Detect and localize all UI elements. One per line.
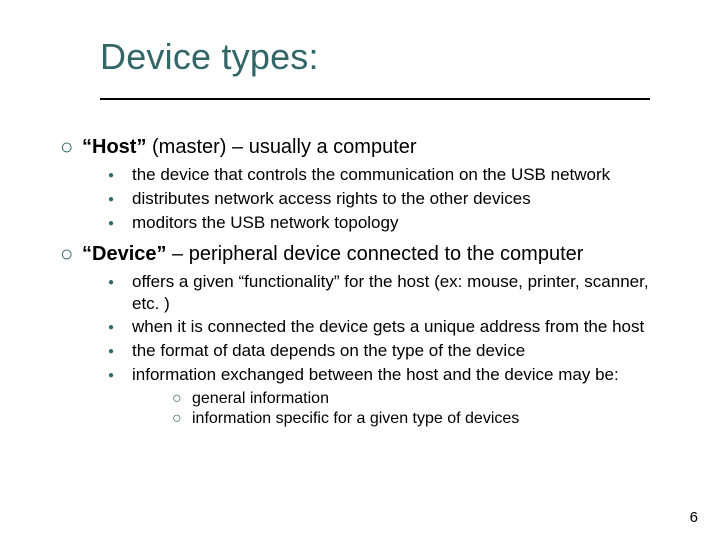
slide: Device types: ○ “Host” (master) – usuall… (0, 0, 720, 540)
list-item: ● the format of data depends on the type… (108, 340, 680, 363)
disc-bullet-icon: ● (108, 164, 132, 187)
sublist: ● offers a given “functionality” for the… (108, 271, 680, 429)
list-item: ● information exchanged between the host… (108, 364, 680, 387)
page-number: 6 (690, 509, 698, 526)
list-item: ● the device that controls the communica… (108, 164, 680, 187)
list-item: ○ general information (172, 389, 680, 409)
list-item: ○ information specific for a given type … (172, 409, 680, 429)
circle-bullet-icon: ○ (60, 134, 82, 160)
slide-title: Device types: (100, 36, 319, 78)
disc-bullet-icon: ● (108, 364, 132, 387)
list-item-label: the format of data depends on the type o… (132, 340, 525, 362)
disc-bullet-icon: ● (108, 188, 132, 211)
list-item-bold: “Device” (82, 243, 167, 265)
list-item: ● when it is connected the device gets a… (108, 316, 680, 339)
list-item-label: moditors the USB network topology (132, 212, 398, 234)
circle-bullet-icon: ○ (172, 389, 192, 409)
sublist: ● the device that controls the communica… (108, 164, 680, 235)
title-underline (100, 98, 650, 100)
list-item-label: information exchanged between the host a… (132, 364, 619, 386)
disc-bullet-icon: ● (108, 212, 132, 235)
disc-bullet-icon: ● (108, 316, 132, 339)
list-item-label: offers a given “functionality” for the h… (132, 271, 680, 315)
list-item: ● offers a given “functionality” for the… (108, 271, 680, 315)
disc-bullet-icon: ● (108, 340, 132, 363)
list-item-bold: “Host” (82, 136, 146, 158)
list-item-label: when it is connected the device gets a u… (132, 316, 644, 338)
list-item-label: the device that controls the communicati… (132, 164, 610, 186)
list-item: ○ “Device” – peripheral device connected… (60, 241, 680, 267)
circle-bullet-icon: ○ (172, 409, 192, 429)
list-item-rest: (master) – usually a computer (146, 136, 416, 158)
circle-bullet-icon: ○ (60, 241, 82, 267)
list-item-label: “Device” – peripheral device connected t… (82, 241, 583, 267)
list-item-label: distributes network access rights to the… (132, 188, 531, 210)
list-item: ● distributes network access rights to t… (108, 188, 680, 211)
list-item-label: information specific for a given type of… (192, 409, 519, 429)
sub-sublist: ○ general information ○ information spec… (172, 389, 680, 429)
list-item-label: “Host” (master) – usually a computer (82, 134, 417, 160)
list-item: ○ “Host” (master) – usually a computer (60, 134, 680, 160)
list-item: ● moditors the USB network topology (108, 212, 680, 235)
disc-bullet-icon: ● (108, 271, 132, 294)
slide-body: ○ “Host” (master) – usually a computer ●… (60, 134, 680, 435)
list-item-label: general information (192, 389, 329, 409)
list-item-rest: – peripheral device connected to the com… (167, 243, 584, 265)
